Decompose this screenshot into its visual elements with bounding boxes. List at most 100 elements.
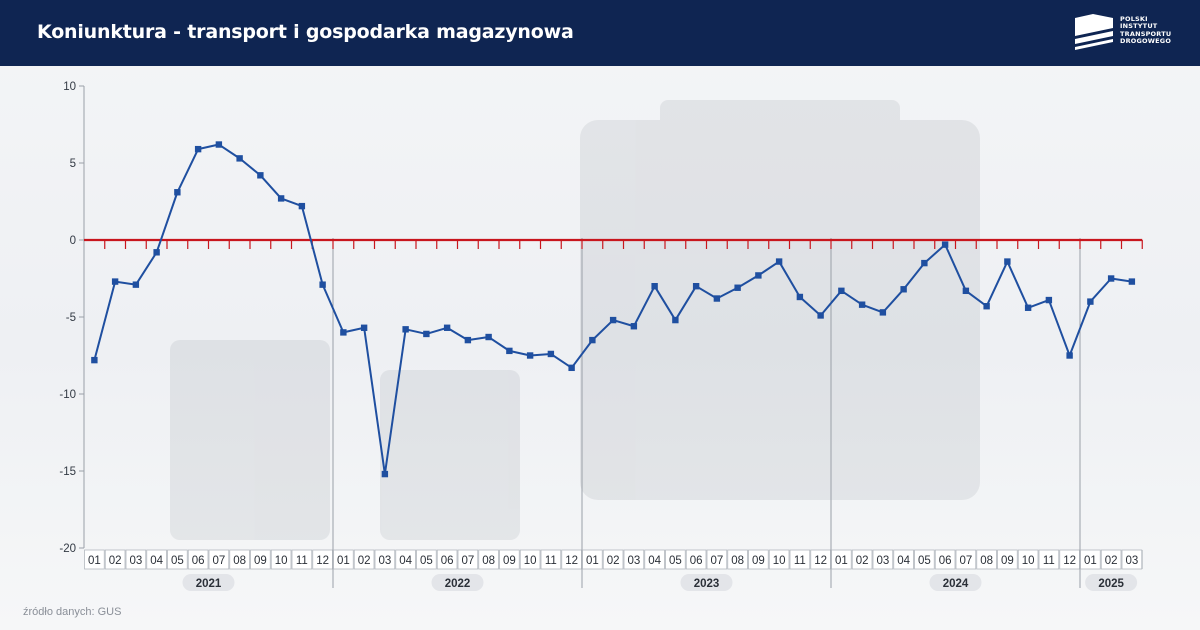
- logo-mark-icon: [1075, 14, 1113, 50]
- month-cell: [208, 549, 230, 570]
- logo-text: POLSKI INSTYTUT TRANSPORTU DROGOWEGO: [1120, 15, 1172, 46]
- month-cell: [851, 549, 873, 570]
- data-point: [319, 281, 326, 288]
- data-point: [1107, 275, 1115, 282]
- x-axis: 01 02 03 04 05 06 07 08 09 10 11 12 2021 01 02 03 04 05 06…: [84, 238, 1143, 591]
- month-cell: [602, 549, 624, 570]
- year-label: 2021: [196, 578, 222, 590]
- data-point: [236, 155, 243, 162]
- month-cell: [997, 549, 1018, 570]
- month-cell: [519, 549, 541, 570]
- month-label: 12: [565, 555, 578, 567]
- month-cell: [706, 549, 728, 570]
- data-point: [257, 172, 264, 179]
- data-point: [423, 330, 430, 338]
- data-point: [194, 145, 202, 153]
- month-label: 03: [876, 555, 889, 567]
- data-point: [900, 286, 907, 293]
- year-label: 2024: [943, 578, 969, 590]
- month-label: 11: [794, 555, 806, 567]
- month-label: 09: [503, 555, 516, 567]
- month-cell: [1100, 549, 1122, 570]
- data-point: [360, 324, 368, 331]
- month-label: 07: [710, 555, 723, 567]
- month-label: 02: [607, 555, 620, 567]
- month-label: 12: [814, 555, 827, 567]
- data-point: [713, 295, 721, 302]
- month-cell: [1017, 549, 1039, 570]
- data-point: [651, 283, 658, 290]
- month-label: 01: [1084, 555, 1097, 567]
- data-point: [153, 249, 160, 256]
- month-label: 12: [1063, 555, 1076, 567]
- month-cell: [644, 549, 665, 570]
- year-label: 2025: [1098, 578, 1124, 590]
- month-label: 06: [939, 555, 952, 567]
- data-point: [838, 287, 845, 295]
- y-tick-label: 5: [70, 158, 76, 170]
- month-label: 09: [254, 555, 267, 567]
- data-point: [941, 241, 949, 248]
- data-point: [672, 316, 679, 324]
- month-label: 11: [296, 555, 308, 567]
- data-point: [589, 336, 596, 344]
- month-cell: [1038, 549, 1060, 570]
- data-point: [775, 258, 783, 265]
- y-tick-label: 10: [63, 81, 76, 93]
- month-cell: [499, 549, 520, 570]
- header-bar: Koniunktura - transport i gospodarka mag…: [0, 0, 1200, 66]
- month-label: 10: [773, 555, 786, 567]
- month-cell: [187, 549, 209, 570]
- month-cell: [789, 549, 811, 570]
- data-point: [1004, 258, 1011, 265]
- data-point: [630, 323, 638, 330]
- month-label: 01: [835, 555, 848, 567]
- month-cell: [374, 549, 396, 570]
- month-label: 06: [441, 555, 454, 567]
- month-cell: [685, 549, 707, 570]
- month-label: 08: [731, 555, 744, 567]
- month-label: 10: [524, 555, 537, 567]
- y-tick-label: 0: [70, 235, 76, 247]
- data-point: [734, 284, 741, 291]
- month-cell: [353, 549, 375, 570]
- month-cell: [893, 549, 914, 570]
- data-point: [174, 189, 181, 196]
- chart-axes: 10 5 0 -5 -10 -15 -20: [59, 81, 85, 555]
- month-label: 04: [897, 555, 910, 567]
- month-label: 07: [212, 555, 225, 567]
- zero-line: [84, 238, 1143, 249]
- data-point: [755, 272, 762, 279]
- year-pill: [182, 574, 235, 591]
- data-point: [1128, 278, 1136, 285]
- month-label: 03: [1125, 555, 1138, 567]
- month-label: 01: [586, 555, 599, 567]
- data-point: [443, 324, 451, 331]
- month-label: 11: [545, 555, 557, 567]
- source-note: źródło danych: GUS: [23, 606, 122, 618]
- logo: POLSKI INSTYTUT TRANSPORTU DROGOWEGO: [1073, 14, 1193, 54]
- month-cell: [914, 549, 935, 570]
- month-cell: [457, 549, 479, 570]
- y-tick-label: -15: [59, 466, 76, 478]
- month-cell: [831, 549, 852, 570]
- month-label: 10: [1022, 555, 1035, 567]
- y-tick-label: -10: [59, 389, 76, 401]
- data-point: [921, 259, 928, 267]
- year-pill: [431, 574, 484, 591]
- month-cell: [955, 549, 977, 570]
- month-label: 05: [420, 555, 433, 567]
- data-point: [111, 278, 119, 285]
- month-cell: [748, 549, 769, 570]
- month-label: 03: [129, 555, 142, 567]
- data-point: [568, 364, 575, 372]
- data-point: [692, 283, 700, 290]
- month-cell: [623, 549, 645, 570]
- month-label: 06: [192, 555, 205, 567]
- month-label: 09: [1001, 555, 1014, 567]
- month-label: 06: [690, 555, 703, 567]
- month-label: 02: [109, 555, 122, 567]
- data-point: [215, 141, 223, 148]
- month-cell: [250, 549, 271, 570]
- month-cell: [104, 549, 126, 570]
